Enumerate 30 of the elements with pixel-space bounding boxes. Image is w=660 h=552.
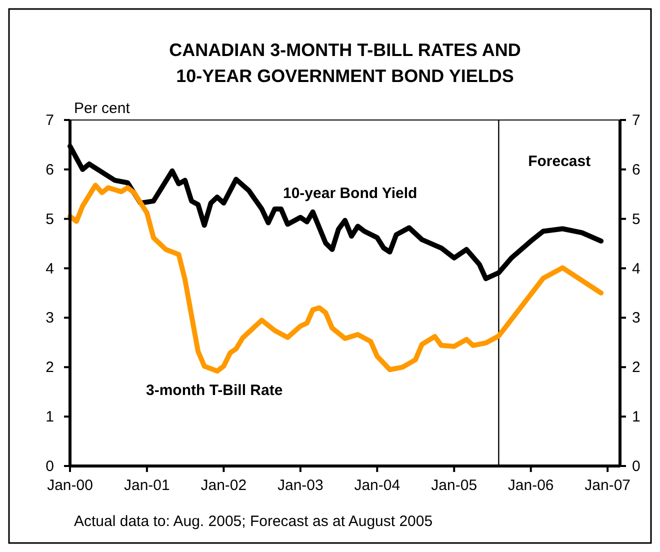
- x-tick-label: Jan-03: [277, 477, 324, 494]
- y2-tick-label: 1: [632, 408, 640, 426]
- x-tick-label: Jan-00: [47, 477, 93, 494]
- y2-tick-label: 0: [632, 458, 640, 475]
- chart-title: CANADIAN 3-MONTH T-BILL RATES AND 10-YEAR GOVERNMENT BOND YIELDS: [169, 40, 521, 86]
- y2-tick-label: 2: [632, 359, 640, 376]
- y-tick-label: 5: [46, 210, 54, 228]
- y2-tick-label: 3: [632, 310, 640, 327]
- text: Actual data to: Aug. 2005; Forecast as at August 2005: [74, 513, 433, 530]
- series-label: 10-year Bond Yield: [283, 185, 418, 202]
- y-tick-label: 4: [46, 260, 54, 278]
- series-label: 3-month T-Bill Rate: [146, 382, 283, 399]
- x-tick-label: Jan-05: [431, 477, 478, 494]
- y-tick-label: 2: [46, 359, 54, 376]
- x-tick-label: Jan-04: [354, 477, 400, 494]
- x-tick-label: Jan-07: [584, 477, 631, 494]
- ref-line-label: Forecast: [528, 153, 591, 170]
- y-axis-title: Per cent: [74, 100, 131, 117]
- y2-tick-label: 7: [632, 112, 640, 129]
- y-tick-label: 3: [46, 310, 54, 327]
- y2-tick-label: 6: [632, 161, 640, 178]
- y2-tick-label: 4: [632, 260, 640, 278]
- x-tick-label: Jan-06: [508, 477, 554, 494]
- y-tick-label: 0: [46, 458, 54, 475]
- y2-tick-label: 5: [632, 210, 640, 228]
- y-tick-label: 1: [46, 408, 54, 426]
- x-tick-label: Jan-02: [200, 477, 247, 494]
- y-tick-label: 7: [46, 112, 54, 129]
- y-tick-label: 6: [46, 161, 54, 178]
- x-tick-label: Jan-01: [124, 477, 170, 494]
